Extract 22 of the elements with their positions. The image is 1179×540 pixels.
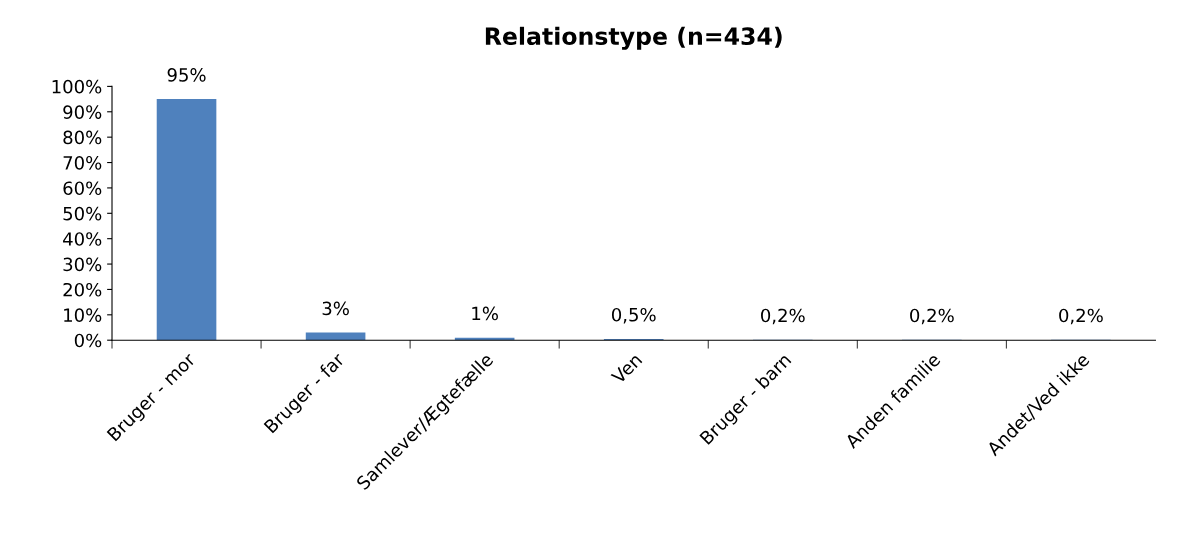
data-label: 0,2% [761,308,805,325]
y-tick-label: 0% [74,333,102,348]
y-tick-label: 40% [63,232,102,246]
y-tick-label: 70% [63,156,102,170]
y-tick-label: 80% [63,130,102,145]
data-label: 0,2% [910,308,954,325]
data-label: 1% [472,306,498,321]
y-tick-label: 50% [63,206,102,221]
y-tick-label: 100% [52,79,102,94]
bar [156,99,217,341]
chart-title: Relationstype (n=434) [485,26,782,50]
data-label: 0,5% [611,307,656,324]
y-tick-label: 10% [64,308,102,322]
data-label: 95% [167,68,206,82]
bar [305,332,366,341]
data-label: 3% [322,301,349,316]
y-tick-label: 60% [63,181,102,196]
y-tick-label: 30% [63,257,102,272]
x-tick-label: Ven [610,352,643,385]
y-tick-label: 90% [63,105,102,119]
data-label: 0,2% [1059,308,1103,325]
y-tick-label: 20% [63,282,102,297]
